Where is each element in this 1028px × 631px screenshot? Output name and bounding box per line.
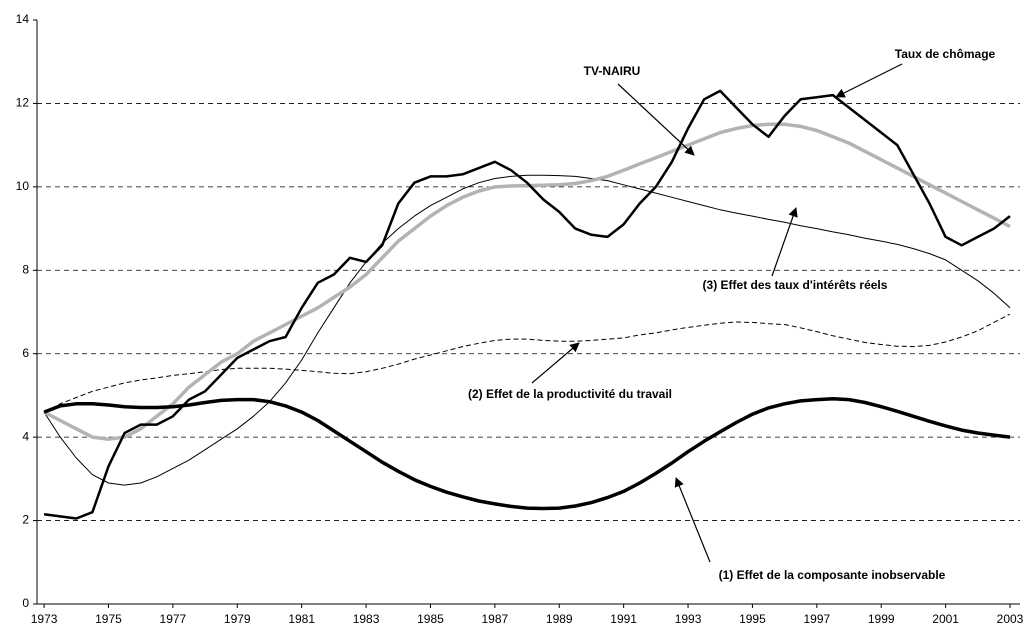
x-tick-label: 1991	[610, 612, 637, 626]
y-tick-label: 12	[16, 96, 30, 110]
x-tick-label: 1977	[160, 612, 187, 626]
x-tick-label: 1983	[353, 612, 380, 626]
annotation: Taux de chômage	[895, 47, 996, 61]
x-tick-label: 1989	[546, 612, 573, 626]
x-tick-label: 1975	[95, 612, 122, 626]
y-tick-label: 0	[22, 596, 29, 610]
x-tick-label: 2001	[932, 612, 959, 626]
annotation-arrow	[617, 83, 695, 156]
annotation: (1) Effet de la composante inobservable	[719, 568, 946, 582]
x-tick-label: 2003	[997, 612, 1024, 626]
x-tick-label: 1987	[482, 612, 509, 626]
y-tick-label: 10	[16, 179, 30, 193]
series-line	[43, 313, 1011, 413]
x-tick-label: 1973	[31, 612, 58, 626]
y-tick-label: 8	[22, 262, 29, 276]
annotation: TV-NAIRU	[584, 64, 641, 78]
y-tick-label: 6	[22, 346, 29, 360]
x-tick-label: 1993	[675, 612, 702, 626]
annotation-arrow	[531, 342, 580, 384]
x-tick-label: 1995	[739, 612, 766, 626]
y-tick-label: 2	[22, 513, 29, 527]
y-tick-label: 14	[16, 12, 30, 26]
x-tick-label: 1979	[224, 612, 251, 626]
series-line	[43, 174, 1011, 486]
annotation-arrow	[835, 63, 903, 98]
annotation-arrow	[674, 477, 711, 563]
x-tick-label: 1985	[417, 612, 444, 626]
annotation: (3) Effet des taux d'intérêts réels	[703, 278, 888, 292]
annotation: (2) Effet de la productivité du travail	[468, 387, 672, 401]
x-tick-label: 1997	[803, 612, 830, 626]
series-line	[43, 89, 1011, 520]
annotation-arrow	[771, 207, 798, 277]
series-line	[43, 397, 1011, 511]
x-tick-label: 1981	[288, 612, 315, 626]
series-line	[43, 122, 1011, 441]
x-tick-label: 1999	[868, 612, 895, 626]
y-tick-label: 4	[22, 429, 29, 443]
